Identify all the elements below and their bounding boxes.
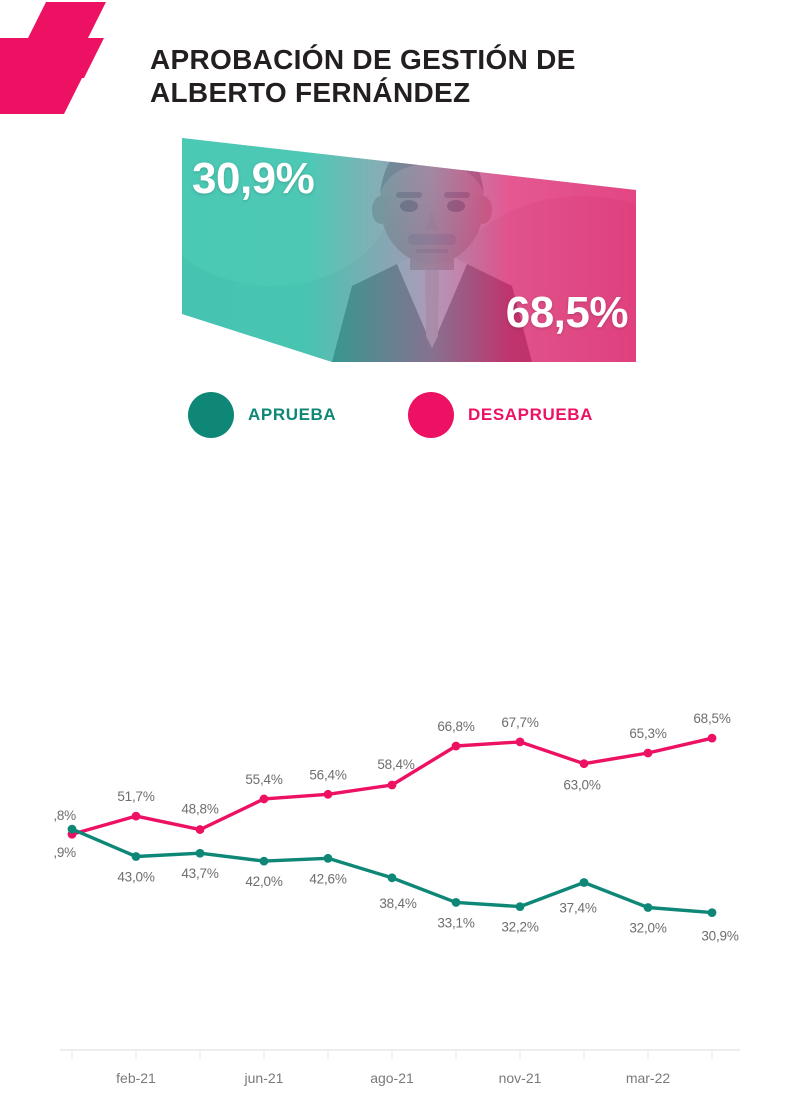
series-point-desaprueba <box>323 789 333 799</box>
hero-disapprove-value: 68,5% <box>505 288 629 337</box>
series-point-aprueba <box>67 824 77 834</box>
logo-bar-top <box>26 2 106 42</box>
series-point-desaprueba <box>451 741 461 751</box>
data-label-desaprueba: 58,4% <box>377 757 414 772</box>
series-point-aprueba <box>707 908 717 918</box>
page-title-line-2: ALBERTO FERNÁNDEZ <box>150 76 471 108</box>
series-point-desaprueba <box>259 794 269 804</box>
series-point-desaprueba <box>387 780 397 790</box>
hero-approve-value: 30,9% <box>192 154 315 203</box>
data-label-desaprueba: 56,4% <box>309 767 346 782</box>
data-label-aprueba: ,9% <box>53 845 76 860</box>
approval-line-chart: feb-21 jun-21 ago-21 nov-21 mar-22 ,8% 51,7% 4… <box>0 640 800 1100</box>
series-point-desaprueba <box>707 733 717 743</box>
x-axis-tick-label: jun-21 <box>244 1070 284 1086</box>
chart-axis-layer: feb-21 jun-21 ago-21 nov-21 mar-22 <box>60 1049 740 1086</box>
chart-legend: APRUEBA DESAPRUEBA <box>188 392 648 442</box>
circle-icon <box>408 392 454 438</box>
data-label-desaprueba: 55,4% <box>245 772 282 787</box>
data-label-desaprueba: 63,0% <box>563 778 600 793</box>
x-axis-tick-label: ago-21 <box>370 1070 414 1086</box>
brand-logo <box>0 0 110 115</box>
legend-item-desaprueba-label: DESAPRUEBA <box>468 405 594 424</box>
series-point-aprueba <box>259 856 269 866</box>
data-label-desaprueba: 65,3% <box>629 726 666 741</box>
data-label-desaprueba: 67,7% <box>501 715 538 730</box>
series-point-aprueba <box>387 873 397 883</box>
legend-item-aprueba[interactable]: APRUEBA <box>188 392 336 438</box>
logo-bar-middle <box>0 38 104 78</box>
series-point-aprueba <box>451 898 461 907</box>
data-label-desaprueba: 48,8% <box>181 802 218 817</box>
series-point-desaprueba <box>131 811 141 821</box>
series-point-aprueba <box>195 848 205 858</box>
data-label-aprueba: 30,9% <box>701 929 738 944</box>
logo-bar-bottom <box>0 74 84 114</box>
series-point-desaprueba <box>195 825 205 834</box>
x-axis-tick-label: mar-22 <box>626 1070 671 1086</box>
data-label-aprueba: 32,0% <box>629 921 666 936</box>
data-label-desaprueba: ,8% <box>53 808 76 823</box>
data-label-aprueba: 42,6% <box>309 871 346 886</box>
data-label-aprueba: 38,4% <box>379 896 416 911</box>
legend-item-desaprueba[interactable]: DESAPRUEBA <box>408 392 593 438</box>
data-label-desaprueba: 68,5% <box>693 711 730 726</box>
data-label-aprueba: 37,4% <box>559 900 596 915</box>
data-label-aprueba: 32,2% <box>501 920 538 935</box>
x-axis-tick-label: feb-21 <box>116 1070 156 1086</box>
circle-icon <box>188 392 234 438</box>
data-label-desaprueba: 51,7% <box>117 789 154 804</box>
x-axis-tick-label: nov-21 <box>499 1070 542 1086</box>
hero-portrait-panel: 30,9% 68,5% <box>182 136 636 362</box>
series-point-aprueba <box>579 878 589 887</box>
data-label-desaprueba: 66,8% <box>437 719 474 734</box>
page-title-line-1: APROBACIÓN DE GESTIÓN DE <box>150 43 576 75</box>
series-point-desaprueba <box>515 737 525 747</box>
series-point-desaprueba <box>579 759 589 769</box>
series-point-aprueba <box>131 852 141 861</box>
data-label-aprueba: 43,0% <box>117 869 154 884</box>
page-title: APROBACIÓN DE GESTIÓN DE ALBERTO FERNÁND… <box>150 43 710 109</box>
series-point-aprueba <box>643 903 653 912</box>
data-label-aprueba: 42,0% <box>245 874 282 889</box>
series-point-aprueba <box>515 902 525 911</box>
legend-item-aprueba-label: APRUEBA <box>248 405 337 424</box>
series-point-aprueba <box>323 853 333 863</box>
data-label-aprueba: 33,1% <box>437 915 474 930</box>
data-label-aprueba: 43,7% <box>181 866 218 881</box>
chart-series-layer <box>67 733 717 918</box>
chart-datalabel-layer: ,8% 51,7% 48,8% 55,4% 56,4% 58,4% 66,8% 67,7% 63… <box>53 711 739 943</box>
series-point-desaprueba <box>643 748 653 758</box>
